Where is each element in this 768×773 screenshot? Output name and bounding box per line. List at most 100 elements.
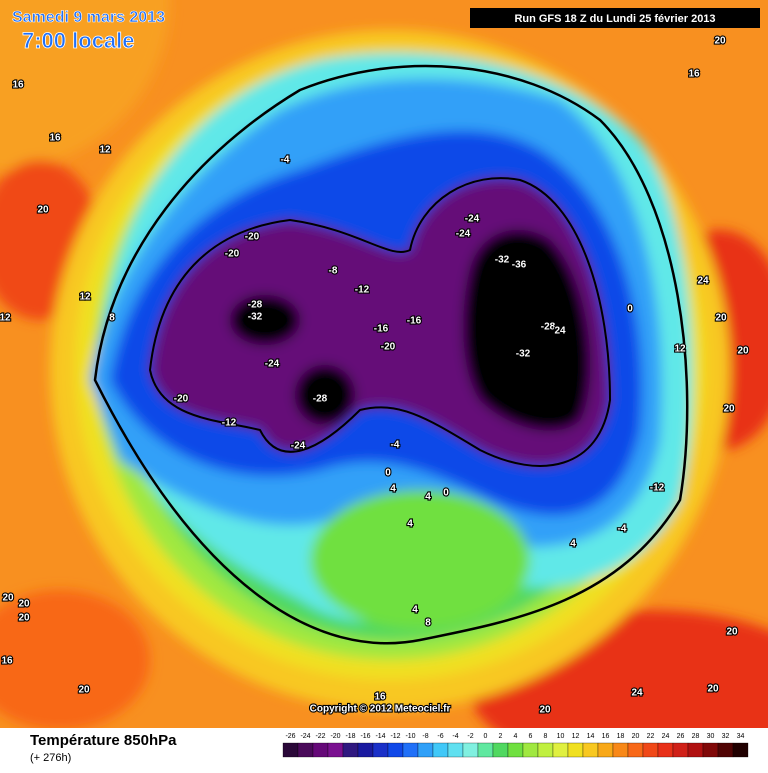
colorbar-swatch: [552, 742, 569, 758]
contour-label: -4: [391, 440, 400, 451]
contour-label: 16: [49, 133, 61, 144]
colorbar-swatch: [447, 742, 464, 758]
contour-label: 8: [425, 618, 431, 629]
colorbar-label: 32: [722, 733, 730, 740]
colorbar-label: -10: [405, 733, 415, 740]
colorbar-swatch: [432, 742, 449, 758]
colorbar-label: 30: [707, 733, 715, 740]
contour-label: 0: [385, 468, 391, 479]
contour-label: -4: [281, 155, 290, 166]
contour-label: -32: [495, 255, 510, 266]
contour-label: 20: [539, 705, 551, 716]
contour-label: -28: [541, 322, 556, 333]
run-box: [470, 8, 760, 28]
contour-label: -20: [245, 232, 260, 243]
colorbar-label: 20: [632, 733, 640, 740]
contour-label: 4: [390, 484, 396, 495]
colorbar-label: 22: [647, 733, 655, 740]
colorbar-swatch: [567, 742, 584, 758]
contour-label: 16: [12, 80, 24, 91]
colorbar-swatch: [357, 742, 374, 758]
contour-label: 12: [79, 292, 91, 303]
colorbar-swatch: [477, 742, 494, 758]
contour-label: 12: [0, 313, 11, 324]
contour-label: -28: [248, 300, 263, 311]
colorbar-label: -12: [390, 733, 400, 740]
contour-label: -20: [225, 249, 240, 260]
colorbar-swatch: [402, 742, 419, 758]
contour-label: 20: [37, 205, 49, 216]
contour-label: 12: [674, 344, 686, 355]
contour-label: -20: [174, 394, 189, 405]
contour-label: 16: [374, 692, 386, 703]
contour-label: 16: [688, 69, 700, 80]
contour-label: -8: [329, 266, 338, 277]
contour-label: -16: [407, 316, 422, 327]
colorbar-swatch: [327, 742, 344, 758]
colorbar-swatch: [372, 742, 389, 758]
contour-label: -12: [355, 285, 370, 296]
contour-label: 0: [443, 488, 449, 499]
colorbar-swatch: [297, 742, 314, 758]
footer-title: Température 850hPa: [30, 732, 177, 749]
colorbar-swatch: [312, 742, 329, 758]
colorbar-swatch: [612, 742, 629, 758]
contour-label: 20: [715, 313, 727, 324]
contour-label: 20: [18, 599, 30, 610]
colorbar-label: 14: [587, 733, 595, 740]
colorbar-swatch: [342, 742, 359, 758]
colorbar-label: -26: [285, 733, 295, 740]
colorbar-swatch: [732, 742, 749, 758]
contour-label: 20: [726, 627, 738, 638]
contour-label: -4: [618, 524, 627, 535]
colorbar-swatch: [642, 742, 659, 758]
colorbar-swatch: [522, 742, 539, 758]
contour-label: 12: [99, 145, 111, 156]
colorbar-swatch: [537, 742, 554, 758]
contour-label: -32: [516, 349, 531, 360]
contour-label: 20: [723, 404, 735, 415]
footer-lead: (+ 276h): [30, 752, 71, 764]
colorbar-label: 34: [737, 733, 745, 740]
contour-label: 24: [697, 276, 709, 287]
colorbar-swatch: [687, 742, 704, 758]
run-info: Run GFS 18 Z du Lundi 25 février 2013: [514, 13, 715, 25]
colorbar-swatch: [717, 742, 734, 758]
contour-label: 20: [707, 684, 719, 695]
contour-label: -12: [222, 418, 237, 429]
contour-label: 0: [627, 304, 633, 315]
contour-label: 24: [631, 688, 643, 699]
copyright: Copyright © 2012 Meteociel.fr: [310, 704, 451, 715]
colorbar-swatch: [657, 742, 674, 758]
colorbar-label: -6: [437, 733, 443, 740]
date: Samedi 9 mars 2013: [12, 9, 165, 26]
colorbar-label: 12: [572, 733, 580, 740]
colorbar-swatch: [507, 742, 524, 758]
contour-label: -32: [248, 312, 263, 323]
colorbar-label: -2: [467, 733, 473, 740]
colorbar-label: 18: [617, 733, 625, 740]
colorbar-label: -16: [360, 733, 370, 740]
colorbar-swatch: [282, 742, 299, 758]
contour-label: -24: [265, 359, 280, 370]
colorbar-swatch: [702, 742, 719, 758]
contour-label: -24: [465, 214, 480, 225]
contour-label: 20: [2, 593, 14, 604]
contour-label: 4: [570, 539, 576, 550]
contour-label: -16: [374, 324, 389, 335]
contour-label: 4: [412, 605, 418, 616]
colorbar-swatch: [417, 742, 434, 758]
colorbar-swatch: [492, 742, 509, 758]
contour-label: 16: [1, 656, 13, 667]
colorbar-label: -20: [330, 733, 340, 740]
colorbar-label: -18: [345, 733, 355, 740]
contour-label: -36: [512, 260, 527, 271]
contour-label: -12: [650, 483, 665, 494]
colorbar-swatch: [462, 742, 479, 758]
colorbar-label: -14: [375, 733, 385, 740]
contour-label: -28: [313, 394, 328, 405]
colorbar-label: 24: [662, 733, 670, 740]
contour-label: 20: [737, 346, 749, 357]
